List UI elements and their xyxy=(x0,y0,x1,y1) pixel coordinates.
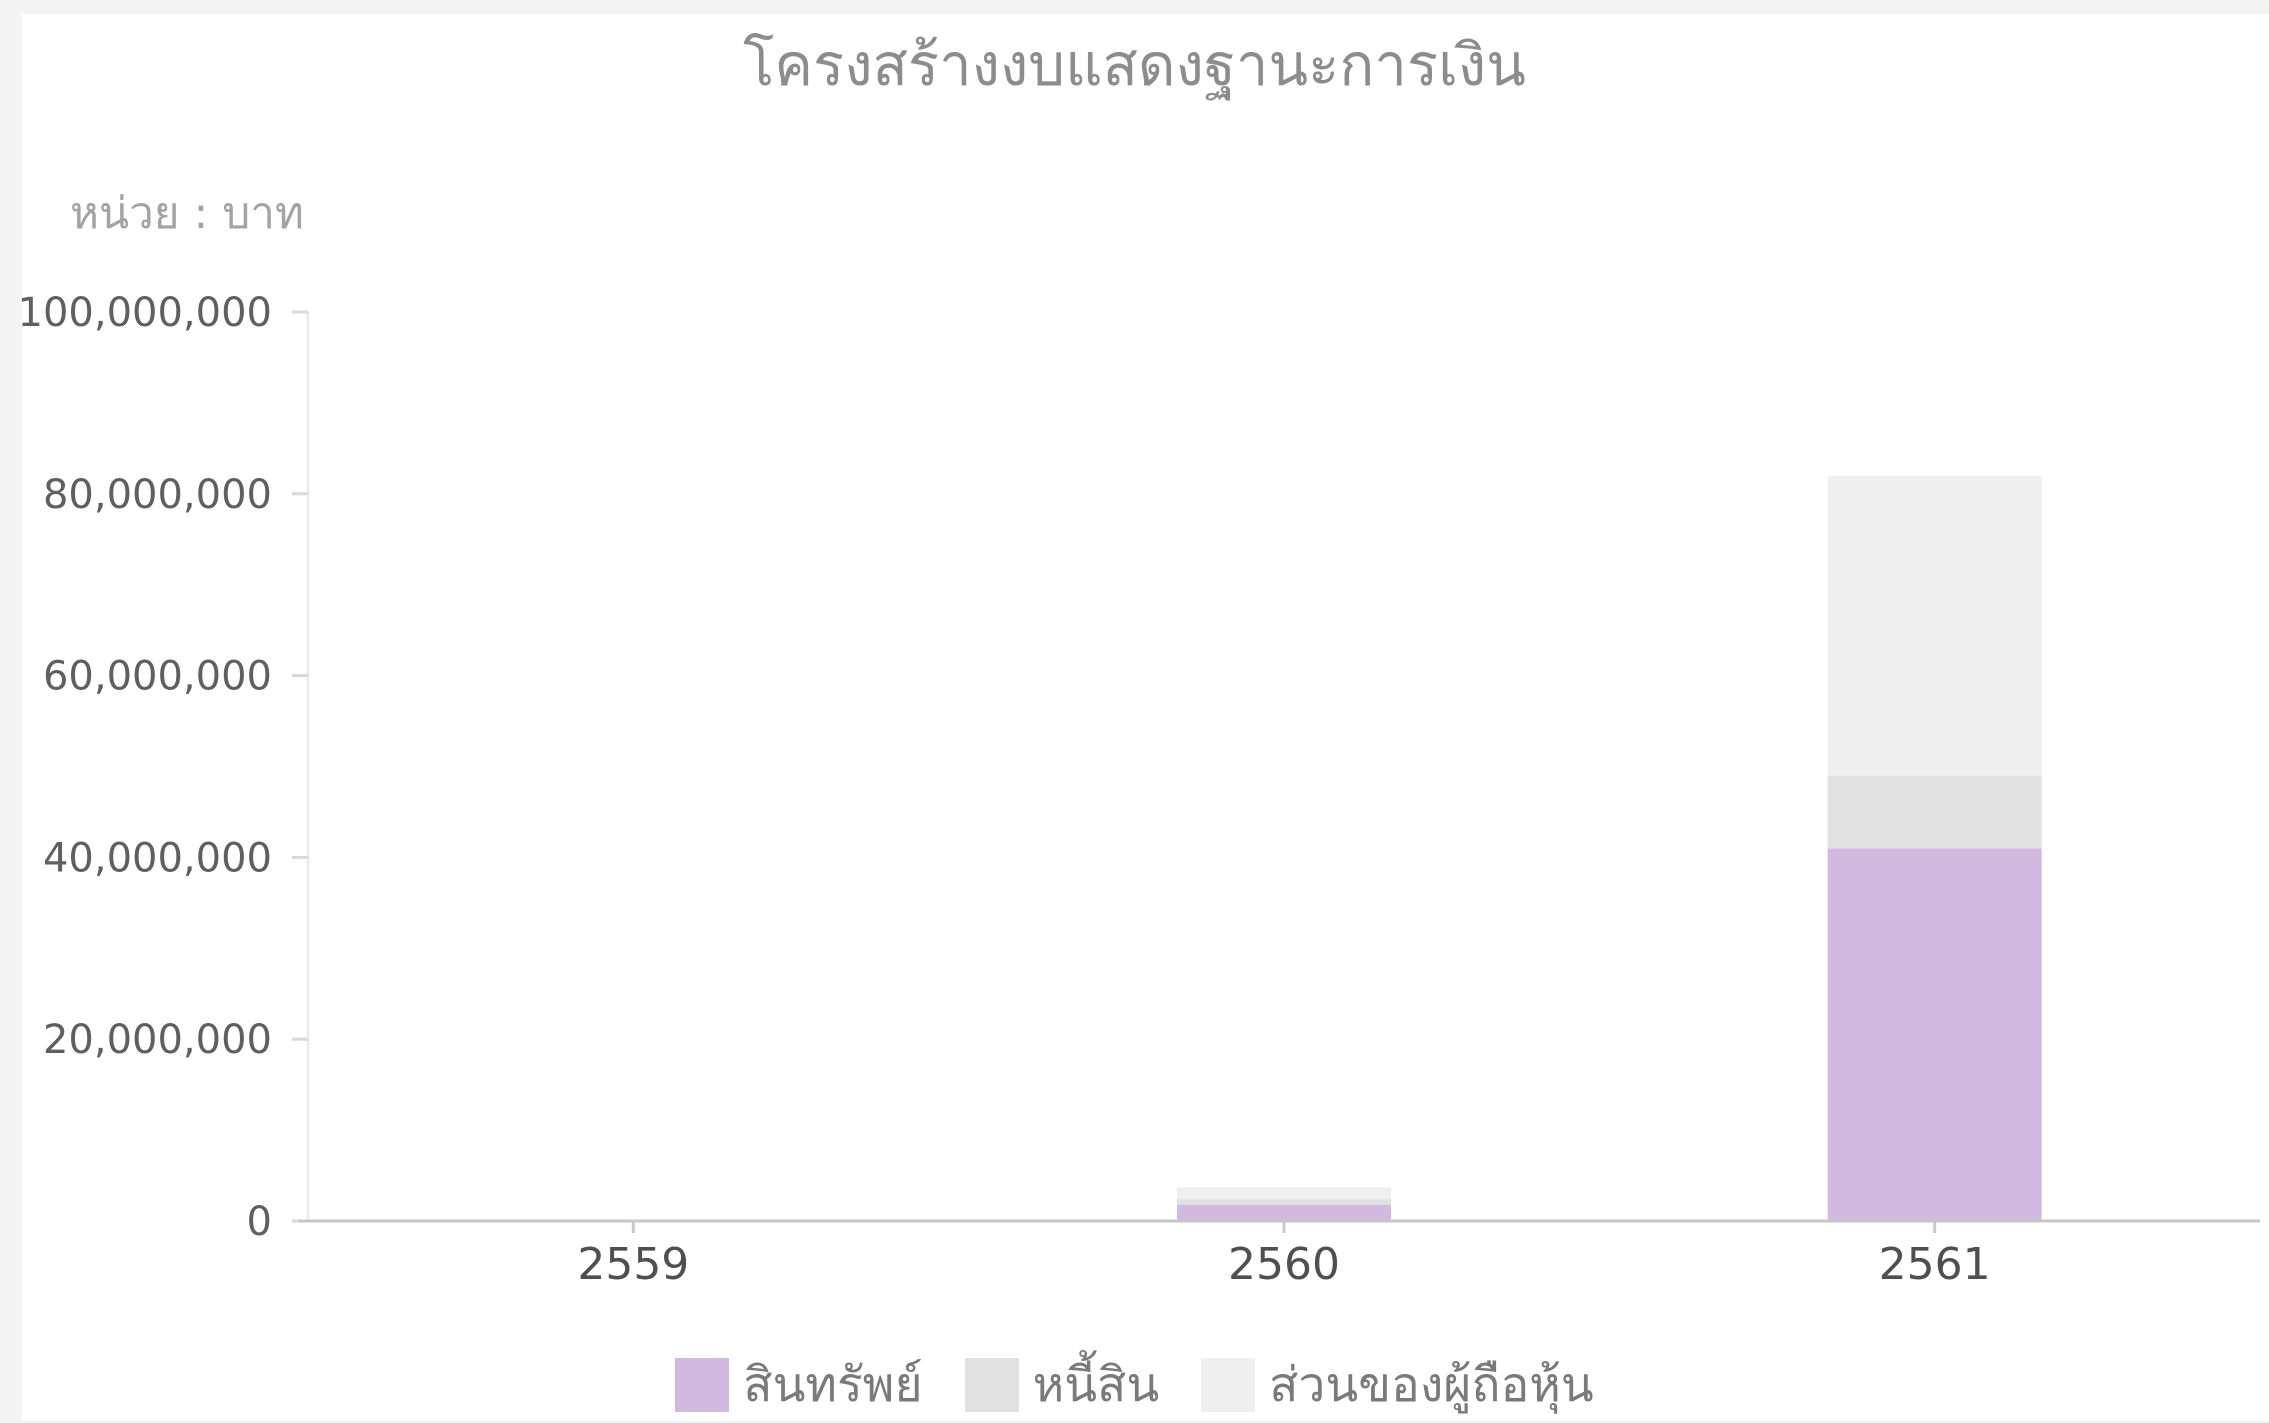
bar-segment xyxy=(1177,1204,1391,1221)
legend-item[interactable]: ส่วนของผู้ถือหุ้น xyxy=(1201,1347,1594,1423)
unit-label: หน่วย : บาท xyxy=(70,188,305,239)
y-tick-label: 60,000,000 xyxy=(43,654,272,700)
y-tick-label: 20,000,000 xyxy=(43,1017,272,1063)
x-tick-label: 2561 xyxy=(1879,1239,1991,1290)
legend: สินทรัพย์ หนี้สิน ส่วนของผู้ถือหุ้น xyxy=(0,1354,2269,1416)
chart-title: โครงสร้างงบแสดงฐานะการเงิน xyxy=(743,31,1526,99)
legend-label: หนี้สิน xyxy=(1032,1357,1160,1413)
x-tick-label: 2560 xyxy=(1228,1239,1340,1290)
legend-swatch xyxy=(1201,1358,1256,1412)
bar-segment xyxy=(1177,1187,1391,1200)
legend-label: ส่วนของผู้ถือหุ้น xyxy=(1269,1357,1594,1413)
legend-item[interactable]: สินทรัพย์ xyxy=(675,1347,923,1423)
bar-segment xyxy=(1827,475,2042,776)
legend-swatch xyxy=(675,1358,730,1412)
y-tick-label: 100,000,000 xyxy=(18,290,272,336)
bar-segment xyxy=(1827,775,2042,849)
legend-swatch xyxy=(964,1358,1019,1412)
y-tick-label: 80,000,000 xyxy=(43,472,272,518)
bar-segment xyxy=(1827,848,2042,1221)
y-tick-label: 40,000,000 xyxy=(43,835,272,881)
legend-label: สินทรัพย์ xyxy=(743,1357,923,1413)
y-tick-label: 0 xyxy=(247,1199,272,1245)
legend-item[interactable]: หนี้สิน xyxy=(964,1347,1160,1423)
bar-segment xyxy=(1177,1199,1391,1205)
x-tick-label: 2559 xyxy=(577,1239,689,1290)
